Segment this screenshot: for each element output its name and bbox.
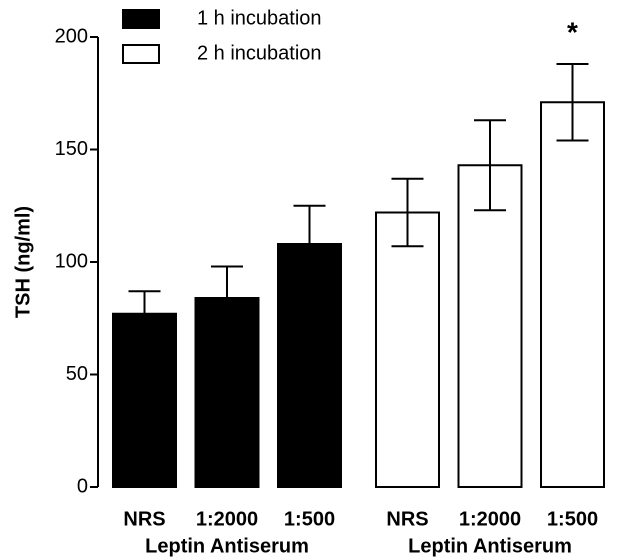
x-tick-label: 1:500 [547, 508, 598, 530]
bar [112, 312, 177, 488]
x-tick-label: 1:500 [284, 508, 335, 530]
legend-label: 1 h incubation [197, 7, 322, 29]
x-tick-label: 1:2000 [459, 508, 521, 530]
y-tick-label: 200 [55, 25, 88, 47]
legend-swatch [122, 9, 160, 29]
legend-swatch [122, 44, 160, 64]
bar [375, 211, 440, 488]
y-tick-label: 0 [77, 475, 88, 497]
y-tick-label: 100 [55, 250, 88, 272]
legend-label: 2 h incubation [197, 42, 322, 64]
y-tick-label: 50 [66, 363, 88, 385]
annotation: * [567, 16, 578, 47]
x-tick-label: NRS [123, 508, 165, 530]
group-label: Leptin Antiserum [145, 535, 309, 557]
y-axis-title: TSH (ng/ml) [12, 206, 34, 318]
x-tick-label: NRS [386, 508, 428, 530]
bar [540, 101, 605, 488]
group-label: Leptin Antiserum [408, 535, 572, 557]
y-tick-label: 150 [55, 138, 88, 160]
x-tick-label: 1:2000 [196, 508, 258, 530]
bar [457, 164, 523, 488]
